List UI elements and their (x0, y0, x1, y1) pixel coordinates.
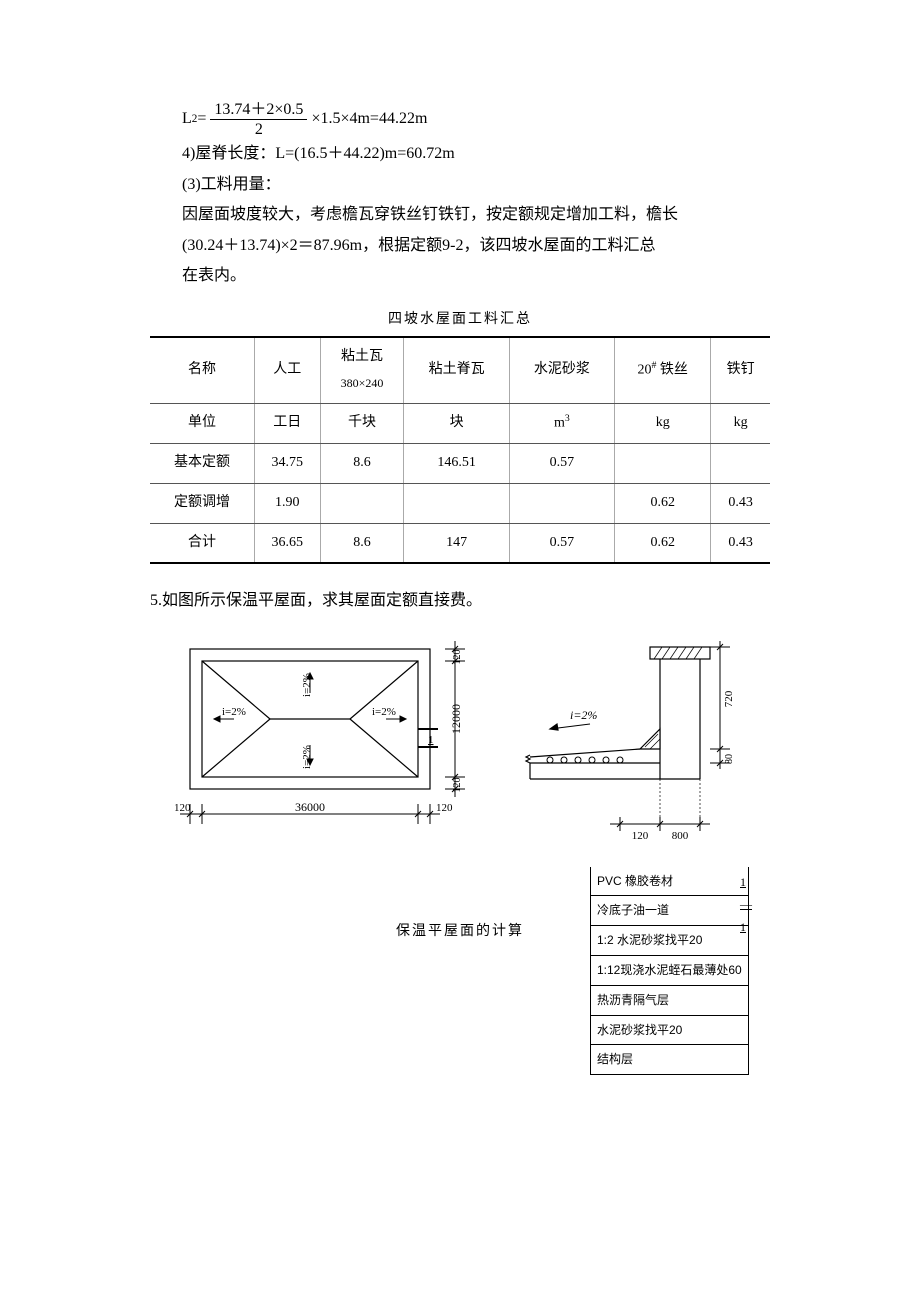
slope-top: i=2% (301, 673, 313, 697)
dim-right-120: 120 (436, 802, 453, 814)
dim-800: 800 (672, 830, 689, 842)
layer-item: PVC 橡胶卷材 (590, 867, 749, 897)
cell: 定额调增 (150, 483, 254, 523)
cell: 0.62 (615, 483, 711, 523)
cell: 34.75 (254, 444, 320, 484)
cell: 147 (404, 523, 509, 563)
dim-left-120: 120 (174, 802, 191, 814)
cell: 0.57 (509, 523, 614, 563)
plan-diagram: i=2% i=2% i=2% i=2% 1 120 36000 120 (160, 629, 470, 859)
fraction-num: 13.74＋2×0.5 (210, 100, 307, 120)
col-tile-spec: 380×240 (341, 376, 384, 390)
section-label-1-1: 1—1 (740, 871, 752, 939)
section-mark: 1 (428, 734, 434, 746)
layer-item: 水泥砂浆找平20 (590, 1016, 749, 1046)
dim-top-120: 120 (452, 649, 463, 664)
slope-right: i=2% (372, 706, 396, 718)
dim-height: 12000 (449, 704, 463, 734)
section-layer-list: 1—1 PVC 橡胶卷材 冷底子油一道 1:2 水泥砂浆找平20 1:12现浇水… (590, 867, 749, 1076)
question-5: 5.如图所示保温平屋面，求其屋面定额直接费。 (150, 586, 770, 616)
unit-1: 工日 (254, 404, 320, 444)
para-1: 因屋面坡度较大，考虑檐瓦穿铁丝钉铁钉，按定额规定增加工料，檐长 (150, 200, 770, 230)
col-nail: 铁钉 (711, 337, 770, 404)
table-row: 定额调增 1.90 0.62 0.43 (150, 483, 770, 523)
cell: 0.43 (711, 483, 770, 523)
cell (711, 444, 770, 484)
cell: 146.51 (404, 444, 509, 484)
table-title: 四坡水屋面工料汇总 (150, 305, 770, 332)
layer-item: 热沥青隔气层 (590, 986, 749, 1016)
unit-2: 千块 (320, 404, 404, 444)
layer-item: 结构层 (590, 1045, 749, 1075)
cell: 8.6 (320, 444, 404, 484)
formula-lhs: L (182, 104, 192, 134)
table-row: 基本定额 34.75 8.6 146.51 0.57 (150, 444, 770, 484)
plan-svg: i=2% i=2% i=2% i=2% 1 120 36000 120 (160, 629, 470, 859)
slope-left: i=2% (222, 706, 246, 718)
cell: 1.90 (254, 483, 320, 523)
cell (320, 483, 404, 523)
line-ridge-length: 4)屋脊长度：L=(16.5＋44.22)m=60.72m (150, 139, 770, 169)
layer-item: 1:2 水泥砂浆找平20 (590, 926, 749, 956)
fraction-den: 2 (251, 120, 267, 139)
col-tile-label: 粘土瓦 (341, 349, 383, 364)
cell: 合计 (150, 523, 254, 563)
cell: 0.62 (615, 523, 711, 563)
units-row: 单位 工日 千块 块 m3 kg kg (150, 404, 770, 444)
slope-bot: i=2% (301, 745, 313, 769)
dim-120: 120 (632, 830, 649, 842)
cell (509, 483, 614, 523)
col-labor: 人工 (254, 337, 320, 404)
diagrams-row: i=2% i=2% i=2% i=2% 1 120 36000 120 (150, 629, 770, 859)
para-2: (30.24＋13.74)×2＝87.96m，根据定额9-2，该四坡水屋面的工料… (182, 231, 770, 261)
cell: 36.65 (254, 523, 320, 563)
col-ridge: 粘土脊瓦 (404, 337, 509, 404)
col-name: 名称 (150, 337, 254, 404)
unit-0: 单位 (150, 404, 254, 444)
cell (615, 444, 711, 484)
table-header-row: 名称 人工 粘土瓦 380×240 粘土脊瓦 水泥砂浆 20# 铁丝 铁钉 (150, 337, 770, 404)
cell (404, 483, 509, 523)
col-wire: 20# 铁丝 (615, 337, 711, 404)
unit-m: m (554, 416, 565, 431)
dim-bot-120: 120 (452, 777, 463, 792)
formula-rhs: ×1.5×4m=44.22m (311, 104, 427, 134)
materials-table: 名称 人工 粘土瓦 380×240 粘土脊瓦 水泥砂浆 20# 铁丝 铁钉 单位… (150, 336, 770, 564)
unit-5: kg (615, 404, 711, 444)
unit-4: m3 (509, 404, 614, 444)
unit-3: 块 (404, 404, 509, 444)
layer-item: 冷底子油一道 (590, 896, 749, 926)
unit-6: kg (711, 404, 770, 444)
cell: 0.57 (509, 444, 614, 484)
table-row: 合计 36.65 8.6 147 0.57 0.62 0.43 (150, 523, 770, 563)
line-usage-heading: (3)工料用量： (150, 170, 770, 200)
formula-eq: = (197, 104, 206, 134)
dim-width: 36000 (295, 800, 325, 814)
dim-720: 720 (723, 690, 735, 707)
cell: 8.6 (320, 523, 404, 563)
col-tile: 粘土瓦 380×240 (320, 337, 404, 404)
formula-l2: L 2 = 13.74＋2×0.5 2 ×1.5×4m=44.22m (182, 100, 770, 139)
section-slope: i=2% (570, 708, 597, 722)
layer-item: 1:12现浇水泥蛭石最薄处60 (590, 956, 749, 986)
cell: 0.43 (711, 523, 770, 563)
dim-80: 80 (724, 754, 735, 764)
para-3: 在表内。 (182, 261, 770, 291)
col-mortar: 水泥砂浆 (509, 337, 614, 404)
cell: 基本定额 (150, 444, 254, 484)
fraction: 13.74＋2×0.5 2 (210, 100, 307, 139)
unit-3sup: 3 (565, 413, 570, 424)
section-diagram: i=2% 720 80 (510, 629, 760, 859)
section-svg: i=2% 720 80 (510, 629, 760, 859)
